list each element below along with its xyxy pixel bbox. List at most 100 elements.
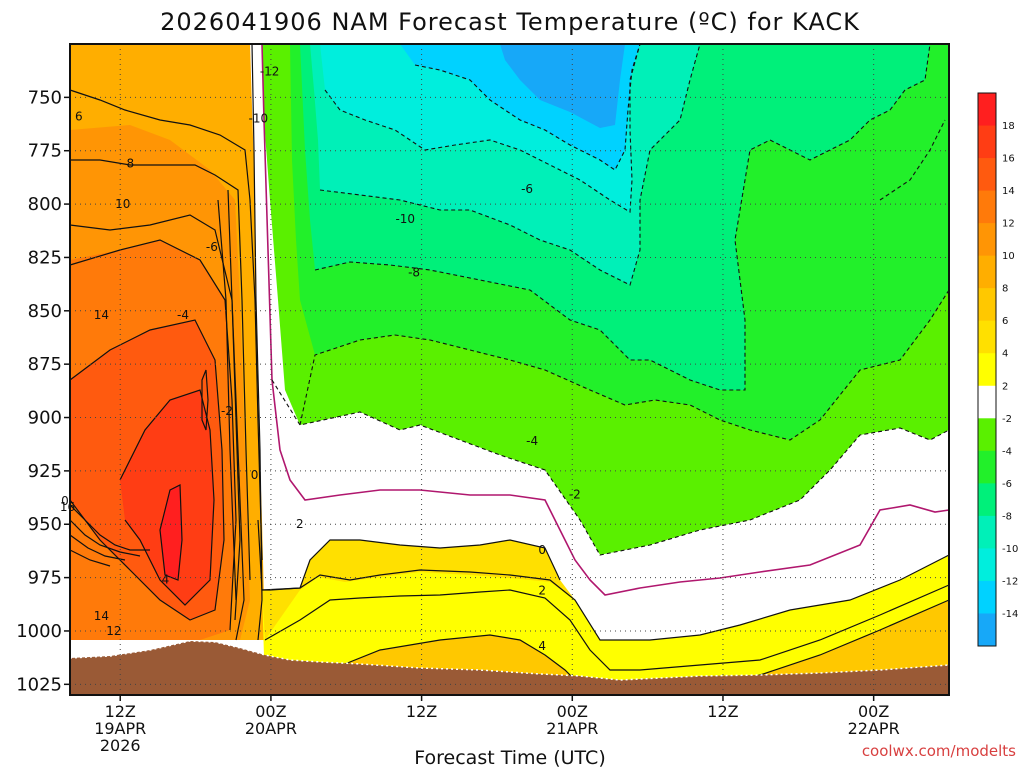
fill-orange-right: [700, 600, 949, 690]
y-tick-label: 850: [28, 301, 62, 322]
contour-warm-near-front-b: [217, 199, 237, 601]
contour-m6: [314, 43, 931, 391]
colorbar-swatch: [978, 288, 996, 322]
contour-label: -4: [177, 308, 189, 322]
colorbar-swatch: [978, 418, 996, 452]
contour-warm-near-front-a: [227, 189, 245, 641]
colorbar-label: -10: [1002, 544, 1018, 555]
x-tick-label: 20APR: [245, 719, 297, 738]
colorbar-label: 8: [1002, 284, 1008, 295]
colorbar-swatch: [978, 320, 996, 354]
contour-8: [69, 89, 263, 561]
contour-m12: [414, 43, 641, 171]
contour-label: -4: [526, 434, 538, 448]
x-axis-label: Forecast Time (UTC): [414, 747, 605, 768]
colorbar-swatch: [978, 223, 996, 257]
contour-12b: [69, 239, 237, 631]
contour-lines: [69, 43, 950, 691]
y-tick-label: 800: [28, 194, 62, 215]
contour-label: -8: [408, 265, 420, 279]
y-tick-label: 775: [28, 141, 62, 162]
contour-m8: [319, 43, 701, 286]
colorbar-label: 10: [1002, 251, 1015, 262]
fill-warm-16: [120, 390, 214, 605]
fill-yellow-light: [258, 520, 575, 640]
colorbar-label: 12: [1002, 219, 1015, 230]
fill-white: [262, 380, 949, 640]
y-tick-label: 975: [28, 568, 62, 589]
contour-m10: [324, 43, 641, 213]
colorbar-swatch: [978, 613, 996, 647]
plot-frame: [69, 43, 950, 696]
colorbar-swatch: [978, 548, 996, 582]
colorbar-label: 2: [1002, 381, 1008, 392]
chart-title: 2026041906 NAM Forecast Temperature (ºC)…: [160, 8, 860, 36]
contour-label: 2: [538, 583, 546, 597]
contour-16: [119, 389, 215, 606]
y-tick-label: 1025: [16, 674, 62, 695]
contour-label: 0: [61, 494, 69, 508]
colorbar-label: -8: [1002, 511, 1012, 522]
colorbar-swatch: [978, 483, 996, 517]
contour-labels: -12-10-10-8-6-6-4-4-2-200224468101214141…: [60, 65, 581, 653]
contour-label: 4: [162, 573, 170, 587]
x-tick-label: 22APR: [848, 719, 900, 738]
fill-minus16: [500, 44, 625, 128]
y-axis: 750 775 800 825 850 875 900 925 950 975 1000 1025: [16, 87, 70, 695]
colorbar-swatch: [978, 515, 996, 549]
y-tick-label: 875: [28, 354, 62, 375]
x-tick-label: 12Z: [105, 702, 136, 721]
colorbar-label: 6: [1002, 316, 1008, 327]
credit-text: coolwx.com/modelts: [862, 742, 1016, 760]
contour-lowleft-1: [69, 504, 150, 551]
colorbar-label: -14: [1002, 609, 1018, 620]
contour-6: [329, 634, 576, 681]
contour-label: 10: [115, 197, 130, 211]
x-tick-label: 19APR: [94, 719, 146, 738]
contour-12: [69, 214, 241, 621]
y-tick-label: 925: [28, 461, 62, 482]
colorbar: 18 16 14 12 10 8 6 4 2 -2 -4 -6 -8 -10 -12 -14: [977, 92, 1018, 647]
colorbar-swatch: [978, 450, 996, 484]
contour-label: -12: [260, 65, 280, 79]
contour-label: 8: [126, 157, 134, 171]
contour-label: 14: [94, 308, 109, 322]
contour-0-left: [261, 43, 950, 596]
contour-label: 0: [538, 543, 546, 557]
colorbar-swatch: [978, 190, 996, 224]
x-tick-label: 12Z: [707, 702, 738, 721]
colorbar-swatch: [978, 580, 996, 614]
colorbar-swatch: [978, 93, 996, 127]
colorbar-frame: [977, 92, 997, 647]
x-tick-label: 2026: [100, 736, 141, 755]
colorbar-swatch: [978, 353, 996, 387]
colorbar-swatch: [978, 385, 996, 419]
contour-label: 2: [296, 517, 304, 531]
contour-18: [159, 484, 183, 581]
contour-14: [69, 319, 225, 621]
x-tick-label: 00Z: [557, 702, 588, 721]
contour-label: 12: [106, 624, 121, 638]
contour-label: -6: [521, 182, 533, 196]
contour-2-upper: [257, 519, 561, 591]
x-tick-label: 12Z: [406, 702, 437, 721]
colorbar-label: 4: [1002, 349, 1008, 360]
y-tick-label: 950: [28, 514, 62, 535]
x-tick-label: 00Z: [858, 702, 889, 721]
colorbar-label: 16: [1002, 154, 1015, 165]
x-tick-label: 21APR: [546, 719, 598, 738]
contour-label: -2: [569, 487, 581, 501]
colorbar-label: 14: [1002, 186, 1015, 197]
contour-label: 6: [75, 110, 83, 124]
contour-10: [70, 159, 251, 581]
x-tick-label: 00Z: [255, 702, 286, 721]
contour-small-loop: [201, 369, 209, 431]
colorbar-swatch: [978, 158, 996, 192]
ground-terrain: [70, 641, 949, 695]
contour-2: [262, 554, 950, 641]
contour-label: -10: [395, 212, 415, 226]
plot-fills: [70, 44, 949, 690]
colorbar-label: -2: [1002, 414, 1012, 425]
contour-label: -10: [249, 112, 269, 126]
